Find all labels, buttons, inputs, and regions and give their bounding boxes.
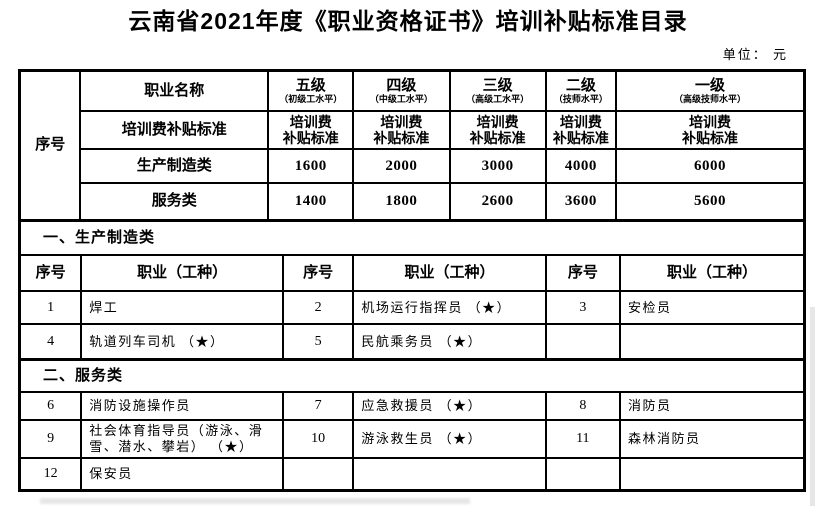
seq-cell: 5 bbox=[281, 323, 355, 359]
amount-cell: 1400 bbox=[267, 182, 355, 220]
job-cell: 社会体育指导员（游泳、滑雪、潜水、攀岩） （★） bbox=[80, 419, 284, 459]
seq-header: 序号 bbox=[19, 255, 83, 292]
scan-artifact bbox=[810, 307, 815, 506]
jobs-header-row: 序号 职业（工种） 序号 职业（工种） 序号 职业（工种） bbox=[19, 255, 805, 292]
job-cell: 消防设施操作员 bbox=[80, 392, 284, 421]
job-cell: 轨道列车司机 （★） bbox=[80, 323, 284, 359]
subsidy-cell-label: 培训费 补贴标准 bbox=[615, 110, 804, 150]
level-header-3: 三级 （高级工水平） bbox=[448, 71, 547, 112]
table-row: 12 保安员 bbox=[19, 457, 805, 490]
service-amount-row: 服务类 1400 1800 2600 3600 5600 bbox=[21, 182, 804, 220]
unit-label: 单位： 元 bbox=[722, 47, 788, 62]
seq-cell: 11 bbox=[544, 419, 621, 459]
subsidy-summary-table: 序号 职业名称 五级 （初级工水平） 四级 （中级工水平） 三级 （高级工水平）… bbox=[19, 71, 804, 220]
service-jobs-table: 6 消防设施操作员 7 应急救援员 （★） 8 消防员 9 社会体育指导员（游泳… bbox=[19, 392, 805, 490]
job-cell: 焊工 bbox=[80, 290, 284, 325]
section-heading-manufacturing: 一、生产制造类 bbox=[21, 219, 803, 256]
level-subtitle: （高级工水平） bbox=[466, 94, 530, 104]
seq-cell bbox=[281, 457, 355, 490]
category-label: 服务类 bbox=[79, 182, 270, 220]
amount-cell: 1800 bbox=[352, 182, 451, 220]
seq-cell: 12 bbox=[19, 457, 83, 490]
seq-cell bbox=[544, 323, 621, 359]
amount-cell: 5600 bbox=[615, 182, 804, 220]
seq-cell: 4 bbox=[19, 323, 83, 359]
seq-cell: 6 bbox=[19, 392, 83, 421]
job-cell: 保安员 bbox=[80, 457, 284, 490]
level-subtitle: （中级工水平） bbox=[369, 94, 433, 104]
amount-cell: 3000 bbox=[448, 148, 547, 184]
seq-header: 序号 bbox=[544, 255, 621, 292]
level-subtitle: （初级工水平） bbox=[279, 94, 343, 104]
job-cell: 游泳救生员 （★） bbox=[352, 419, 547, 459]
job-cell: 民航乘务员 （★） bbox=[352, 323, 547, 359]
summary-header-row: 序号 职业名称 五级 （初级工水平） 四级 （中级工水平） 三级 （高级工水平）… bbox=[19, 71, 804, 220]
catalog-table: 序号 职业名称 五级 （初级工水平） 四级 （中级工水平） 三级 （高级工水平）… bbox=[18, 69, 806, 492]
amount-cell: 4000 bbox=[544, 148, 618, 184]
seq-cell: 1 bbox=[19, 290, 83, 325]
seq-cell: 7 bbox=[281, 392, 355, 421]
level-subtitle: （技师水平） bbox=[553, 94, 608, 104]
section-heading-service: 二、服务类 bbox=[21, 358, 803, 393]
level-name: 五级 bbox=[295, 77, 326, 94]
seq-cell: 9 bbox=[19, 419, 83, 459]
seq-cell: 10 bbox=[281, 419, 355, 459]
manufacturing-jobs-table: 序号 职业（工种） 序号 职业（工种） 序号 职业（工种） 1 焊工 2 机场运… bbox=[19, 255, 805, 359]
page-title: 云南省2021年度《职业资格证书》培训补贴标准目录 bbox=[128, 8, 688, 34]
table-row: 6 消防设施操作员 7 应急救援员 （★） 8 消防员 bbox=[19, 392, 805, 421]
occupation-name-header: 职业名称 bbox=[79, 71, 270, 112]
category-label: 生产制造类 bbox=[79, 148, 270, 184]
subsidy-cell-label: 培训费 补贴标准 bbox=[352, 110, 451, 150]
seq-column-header: 序号 bbox=[19, 71, 82, 220]
seq-header: 序号 bbox=[281, 255, 355, 292]
subsidy-row-label: 培训费补贴标准 bbox=[79, 110, 270, 150]
level-header-2: 二级 （技师水平） bbox=[544, 71, 618, 112]
subsidy-cell-label: 培训费 补贴标准 bbox=[267, 110, 355, 150]
seq-cell: 2 bbox=[281, 290, 355, 325]
level-header-1: 一级 （高级技师水平） bbox=[615, 71, 804, 112]
job-cell: 消防员 bbox=[618, 392, 805, 421]
job-cell bbox=[618, 323, 805, 359]
document-page: 云南省2021年度《职业资格证书》培训补贴标准目录 单位： 元 序号 职业名称 … bbox=[0, 7, 816, 506]
amount-cell: 1600 bbox=[267, 148, 355, 184]
amount-cell: 3600 bbox=[544, 182, 618, 220]
job-header: 职业（工种） bbox=[618, 255, 805, 292]
job-cell bbox=[618, 457, 805, 490]
level-subtitle: （高级技师水平） bbox=[674, 94, 747, 104]
amount-cell: 2600 bbox=[448, 182, 547, 220]
manufacturing-amount-row: 生产制造类 1600 2000 3000 4000 6000 bbox=[21, 148, 804, 184]
job-cell: 安检员 bbox=[618, 290, 805, 325]
job-cell: 应急救援员 （★） bbox=[352, 392, 547, 421]
level-name: 三级 bbox=[482, 77, 513, 94]
table-row: 9 社会体育指导员（游泳、滑雪、潜水、攀岩） （★） 10 游泳救生员 （★） … bbox=[19, 419, 805, 459]
subsidy-cell-label: 培训费 补贴标准 bbox=[448, 110, 547, 150]
job-header: 职业（工种） bbox=[352, 255, 547, 292]
table-row: 4 轨道列车司机 （★） 5 民航乘务员 （★） bbox=[19, 323, 805, 359]
seq-cell bbox=[544, 457, 621, 490]
level-header-5: 五级 （初级工水平） bbox=[267, 71, 355, 112]
job-cell: 森林消防员 bbox=[618, 419, 805, 459]
table-row: 1 焊工 2 机场运行指挥员 （★） 3 安检员 bbox=[19, 290, 805, 325]
amount-cell: 6000 bbox=[615, 148, 804, 184]
level-header-4: 四级 （中级工水平） bbox=[352, 71, 451, 112]
level-name: 四级 bbox=[386, 77, 417, 94]
job-header: 职业（工种） bbox=[80, 255, 284, 292]
level-name: 二级 bbox=[565, 77, 596, 94]
amount-cell: 2000 bbox=[352, 148, 451, 184]
seq-cell: 8 bbox=[544, 392, 621, 421]
job-cell bbox=[352, 457, 547, 490]
subsidy-cell-label: 培训费 补贴标准 bbox=[544, 110, 618, 150]
level-name: 一级 bbox=[695, 77, 726, 94]
seq-cell: 3 bbox=[544, 290, 621, 325]
job-cell: 机场运行指挥员 （★） bbox=[352, 290, 547, 325]
subsidy-label-row: 培训费补贴标准 培训费 补贴标准 培训费 补贴标准 培训费 补贴标准 培训费 补… bbox=[21, 110, 804, 150]
